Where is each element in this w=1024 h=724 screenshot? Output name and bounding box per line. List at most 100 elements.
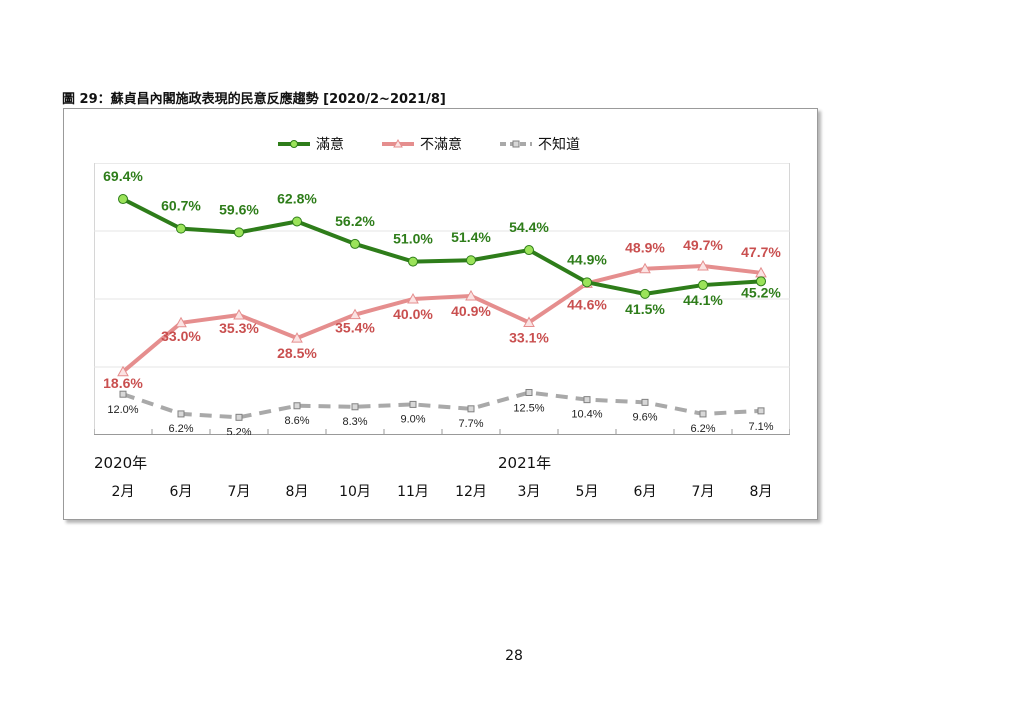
point-satisfied xyxy=(350,238,360,249)
data-label-unknown: 12.5% xyxy=(513,403,544,415)
series-line-dissatisfied xyxy=(121,264,762,374)
x-axis-label: 12月 xyxy=(455,484,487,500)
year-label-2021: 2021年 xyxy=(498,454,552,472)
data-label-unknown: 9.0% xyxy=(400,413,425,425)
point-dissatisfied xyxy=(349,308,361,320)
legend-item-unknown: 不知道 xyxy=(500,134,580,154)
data-label-dissatisfied: 48.9% xyxy=(625,240,665,256)
point-satisfied xyxy=(408,256,418,267)
point-satisfied xyxy=(176,223,186,234)
point-dissatisfied xyxy=(233,308,245,320)
x-axis-label: 8月 xyxy=(749,484,773,500)
data-label-dissatisfied: 35.3% xyxy=(219,320,259,336)
point-unknown xyxy=(467,405,475,413)
point-dissatisfied xyxy=(697,259,709,271)
point-unknown xyxy=(409,400,417,408)
point-satisfied xyxy=(756,276,766,287)
data-label-dissatisfied: 44.6% xyxy=(567,296,607,312)
data-label-satisfied: 54.4% xyxy=(509,219,549,235)
data-label-unknown: 8.6% xyxy=(284,415,309,427)
data-label-satisfied: 60.7% xyxy=(161,198,201,214)
x-axis-label: 11月 xyxy=(397,484,429,500)
point-satisfied xyxy=(640,288,650,299)
x-axis-label: 7月 xyxy=(691,484,715,500)
point-dissatisfied xyxy=(407,292,419,304)
point-dissatisfied xyxy=(639,262,651,274)
point-dissatisfied xyxy=(523,316,535,327)
data-label-dissatisfied: 28.5% xyxy=(277,345,317,361)
year-label-2020: 2020年 xyxy=(94,454,148,472)
x-axis-label: 2月 xyxy=(111,484,135,500)
point-dissatisfied xyxy=(465,289,477,301)
x-axis-label: 5月 xyxy=(575,484,599,500)
data-label-unknown: 8.3% xyxy=(342,416,367,428)
data-label-dissatisfied: 40.9% xyxy=(451,303,491,319)
point-satisfied xyxy=(524,245,534,256)
data-label-unknown: 7.7% xyxy=(458,418,483,430)
x-axis-label: 7月 xyxy=(227,484,251,500)
legend-label-satisfied: 滿意 xyxy=(316,137,344,153)
data-label-satisfied: 51.4% xyxy=(451,229,491,245)
data-label-dissatisfied: 49.7% xyxy=(683,237,723,253)
data-label-dissatisfied: 40.0% xyxy=(393,306,433,322)
point-unknown xyxy=(525,389,533,396)
line-chart-plot: 69.4% 60.7% 59.6% 62.8% 56.2% 51.0% 51.4% 54.4%… xyxy=(94,163,790,435)
data-label-unknown: 5.2% xyxy=(226,426,251,435)
x-axis-label: 6月 xyxy=(169,484,193,500)
data-label-dissatisfied: 35.4% xyxy=(335,320,375,336)
data-label-satisfied: 59.6% xyxy=(219,201,259,217)
legend-label-dissatisfied: 不滿意 xyxy=(420,137,462,153)
data-label-unknown: 12.0% xyxy=(107,404,138,416)
figure-caption: 圖 29：蘇貞昌內閣施政表現的民意反應趨勢 [2020/2~2021/8] xyxy=(62,92,446,107)
legend-line-satisfied-icon xyxy=(278,140,310,148)
point-satisfied xyxy=(698,280,708,291)
point-dissatisfied xyxy=(117,365,129,377)
data-label-satisfied: 45.2% xyxy=(741,284,781,300)
point-dissatisfied xyxy=(291,332,303,343)
x-axis-label: 3月 xyxy=(517,484,541,500)
data-label-satisfied: 56.2% xyxy=(335,213,375,229)
data-label-unknown: 6.2% xyxy=(690,423,715,435)
point-satisfied xyxy=(582,277,592,288)
point-unknown xyxy=(351,403,359,411)
page-number: 28 xyxy=(505,648,523,664)
data-label-dissatisfied: 33.0% xyxy=(161,328,201,344)
point-unknown xyxy=(641,398,649,406)
data-label-unknown: 10.4% xyxy=(571,409,602,421)
point-unknown xyxy=(699,410,707,418)
point-satisfied xyxy=(292,216,302,227)
legend-item-dissatisfied: 不滿意 xyxy=(382,134,462,154)
point-unknown xyxy=(235,413,243,421)
legend-line-dissatisfied-icon xyxy=(382,139,414,148)
point-satisfied xyxy=(234,227,244,238)
point-unknown xyxy=(177,410,185,418)
data-label-unknown: 9.6% xyxy=(632,411,657,423)
data-label-unknown: 7.1% xyxy=(748,421,773,433)
chart-frame xyxy=(63,108,818,520)
data-label-unknown: 6.2% xyxy=(168,423,193,435)
series-line-satisfied xyxy=(122,197,762,296)
data-label-satisfied: 44.9% xyxy=(567,251,607,267)
chart-legend: 滿意 不滿意 不知道 xyxy=(278,134,580,154)
legend-label-unknown: 不知道 xyxy=(538,137,580,153)
data-label-satisfied: 41.5% xyxy=(625,301,665,317)
data-label-satisfied: 69.4% xyxy=(103,168,143,184)
data-label-satisfied: 44.1% xyxy=(683,292,723,308)
point-unknown xyxy=(757,407,765,415)
x-axis-label: 8月 xyxy=(285,484,309,500)
point-unknown xyxy=(583,396,591,404)
data-label-dissatisfied: 47.7% xyxy=(741,244,781,260)
data-label-satisfied: 62.8% xyxy=(277,190,317,206)
series-line-unknown xyxy=(122,390,762,420)
legend-item-satisfied: 滿意 xyxy=(278,134,344,154)
point-satisfied xyxy=(466,255,476,266)
point-unknown xyxy=(293,402,301,410)
data-label-satisfied: 51.0% xyxy=(393,231,433,247)
legend-line-unknown-icon xyxy=(500,140,532,148)
point-unknown xyxy=(119,390,127,398)
data-label-dissatisfied: 33.1% xyxy=(509,329,549,345)
x-axis-label: 6月 xyxy=(633,484,657,500)
point-dissatisfied xyxy=(175,316,187,328)
x-axis-label: 10月 xyxy=(339,484,371,500)
point-satisfied xyxy=(118,194,128,205)
